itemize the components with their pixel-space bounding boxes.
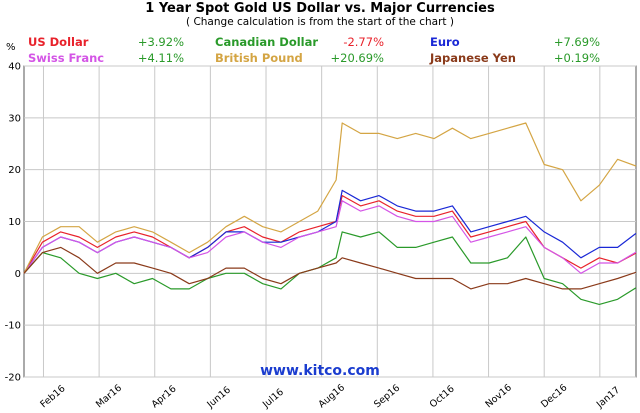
y-axis-ticks: 40 30 20 10 0 -10 -20 — [5, 62, 21, 384]
x-tick-label: Jul16 — [260, 387, 286, 411]
legend-change-swiss-franc: +4.11% — [138, 51, 184, 65]
y-axis-unit-label: % — [6, 42, 16, 53]
legend-change-canadian-dollar: -2.77% — [343, 35, 384, 49]
x-tick-label: Dec16 — [539, 382, 569, 410]
y-tick-label: -20 — [5, 373, 21, 384]
series-line-british-pound — [23, 122, 637, 274]
x-tick-label: Apr16 — [150, 384, 179, 411]
x-tick-label: Feb16 — [38, 383, 67, 410]
legend-name-british-pound: British Pound — [215, 51, 303, 65]
series-line-swiss-franc — [23, 200, 637, 274]
gridlines — [24, 65, 636, 378]
y-tick-label: 0 — [15, 269, 21, 280]
y-tick-label: 40 — [8, 62, 21, 73]
legend: US Dollar +3.92% Canadian Dollar -2.77% Euro… — [28, 35, 600, 65]
y-tick-label: 10 — [8, 217, 21, 228]
x-tick-label: Mar16 — [94, 383, 124, 411]
watermark: www.kitco.com — [260, 363, 380, 379]
chart-title: 1 Year Spot Gold US Dollar vs. Major Cur… — [145, 1, 495, 16]
chart-subtitle: ( Change calculation is from the start o… — [186, 16, 454, 28]
legend-name-us-dollar: US Dollar — [28, 35, 89, 49]
series-lines — [23, 122, 637, 305]
legend-change-japanese-yen: +0.19% — [554, 51, 600, 65]
x-tick-label: Nov16 — [483, 382, 514, 410]
y-tick-label: 20 — [8, 165, 21, 176]
y-tick-label: 30 — [8, 113, 21, 124]
legend-name-swiss-franc: Swiss Franc — [28, 51, 104, 65]
x-tick-label: Oct16 — [428, 384, 457, 411]
y-tick-label: -10 — [5, 321, 21, 332]
legend-name-canadian-dollar: Canadian Dollar — [215, 35, 318, 49]
x-tick-label: Jan17 — [594, 385, 622, 411]
legend-change-euro: +7.69% — [554, 35, 600, 49]
series-line-japanese-yen — [23, 246, 637, 290]
legend-change-british-pound: +20.69% — [331, 51, 385, 65]
legend-change-us-dollar: +3.92% — [138, 35, 184, 49]
x-axis-ticks: Feb16 Mar16 Apr16 Jun16 Jul16 Aug16 Sep16 Oct16… — [38, 382, 622, 411]
x-tick-label: Jun16 — [204, 385, 232, 411]
x-tick-label: Sep16 — [372, 383, 402, 411]
legend-name-japanese-yen: Japanese Yen — [429, 51, 516, 65]
legend-name-euro: Euro — [430, 35, 460, 49]
x-tick-label: Aug16 — [317, 382, 348, 410]
series-line-canadian-dollar — [23, 231, 637, 305]
